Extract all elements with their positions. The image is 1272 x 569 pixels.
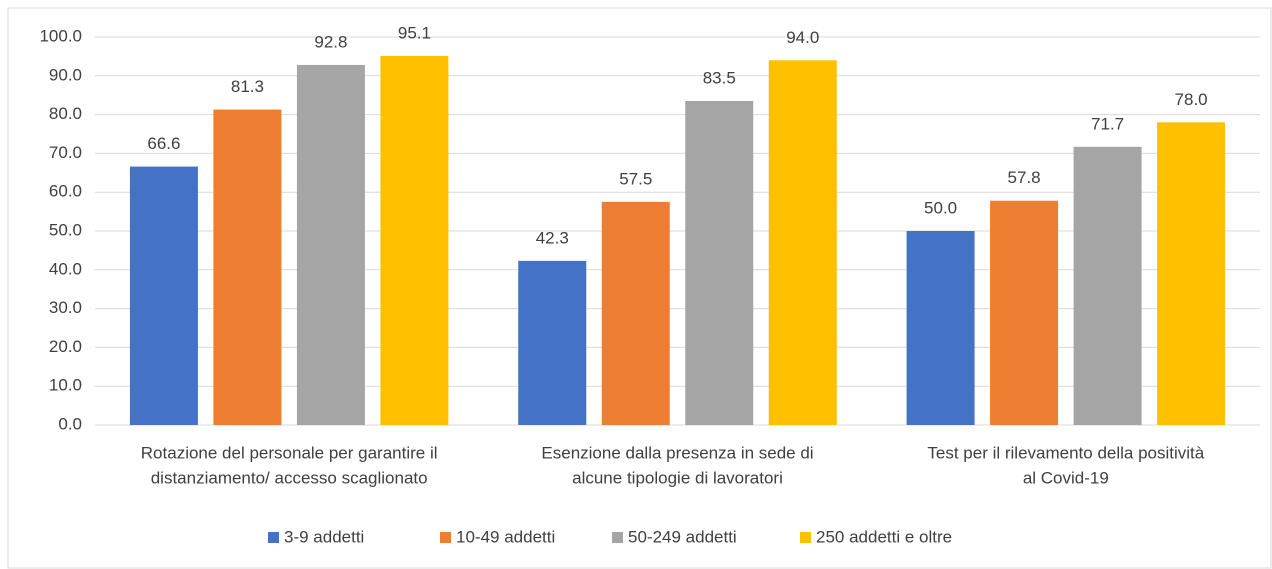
y-tick-label: 100.0 — [39, 26, 82, 45]
bar — [1157, 122, 1226, 426]
y-tick-label: 90.0 — [49, 65, 82, 84]
value-label: 95.1 — [398, 23, 431, 42]
x-tick-label: Esenzione dalla presenza in sede di — [541, 443, 813, 462]
legend-label: 3-9 addetti — [284, 527, 364, 546]
y-tick-label: 70.0 — [49, 143, 82, 162]
y-tick-label: 30.0 — [49, 298, 82, 317]
bar — [296, 64, 365, 425]
value-label: 94.0 — [786, 28, 819, 47]
legend-label: 250 addetti e oltre — [816, 527, 952, 546]
x-tick-label: alcune tipologie di lavoratori — [572, 468, 783, 487]
value-label: 81.3 — [231, 77, 264, 96]
value-label: 71.7 — [1091, 114, 1124, 133]
bar — [129, 166, 198, 426]
value-label: 57.5 — [619, 169, 652, 188]
value-label: 57.8 — [1008, 168, 1041, 187]
bar — [685, 101, 754, 426]
y-tick-label: 80.0 — [49, 104, 82, 123]
y-tick-label: 50.0 — [49, 220, 82, 239]
x-tick-label: distanziamento/ accesso scaglionato — [151, 468, 428, 487]
bar — [380, 56, 449, 426]
x-tick-label: al Covid-19 — [1023, 468, 1109, 487]
value-label: 42.3 — [536, 228, 569, 247]
y-tick-label: 40.0 — [49, 259, 82, 278]
bar — [518, 260, 587, 425]
value-label: 50.0 — [924, 198, 957, 217]
x-tick-label: Test per il rilevamento della positività — [927, 443, 1204, 462]
bar — [906, 231, 975, 425]
legend-swatch — [800, 532, 811, 543]
value-label: 83.5 — [703, 69, 736, 88]
value-label: 78.0 — [1175, 90, 1208, 109]
bar — [1073, 146, 1142, 425]
y-tick-label: 10.0 — [49, 376, 82, 395]
y-tick-label: 20.0 — [49, 337, 82, 356]
value-label: 92.8 — [314, 32, 347, 51]
bar — [213, 109, 282, 425]
legend-label: 10-49 addetti — [456, 527, 555, 546]
bar — [768, 60, 837, 425]
bar — [601, 201, 670, 425]
y-tick-label: 60.0 — [49, 182, 82, 201]
y-tick-label: 0.0 — [58, 414, 82, 433]
value-label: 66.6 — [147, 134, 180, 153]
bar — [990, 200, 1059, 425]
legend-swatch — [612, 532, 623, 543]
x-tick-label: Rotazione del personale per garantire il — [141, 443, 438, 462]
legend-swatch — [440, 532, 451, 543]
legend-swatch — [268, 532, 279, 543]
legend-label: 50-249 addetti — [628, 527, 737, 546]
